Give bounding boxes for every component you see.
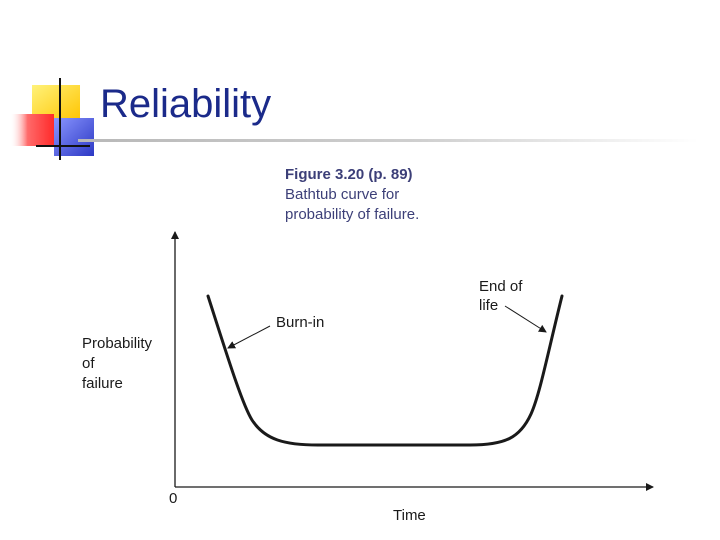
y-axis-label-line-1: Probability — [82, 335, 153, 352]
figure-number: Figure 3.20 (p. 89) — [285, 166, 413, 183]
figure-caption-line-1: Bathtub curve for — [285, 186, 400, 203]
origin-label: 0 — [169, 490, 177, 507]
end-of-life-label-line-2: life — [479, 297, 498, 314]
slide-logo-icon — [10, 78, 94, 160]
bathtub-curve — [206, 294, 564, 447]
end-of-life-label-line-1: End of — [479, 278, 523, 295]
title-divider — [78, 139, 698, 142]
y-axis-label-line-2: of — [82, 355, 95, 372]
figure-caption-line-2: probability of failure. — [285, 206, 420, 223]
slide-title: Reliability — [100, 82, 272, 126]
x-axis-label: Time — [393, 507, 426, 524]
y-axis-label-line-3: failure — [82, 375, 123, 392]
end-of-life-leader — [504, 305, 547, 333]
burn-in-leader — [227, 325, 271, 349]
burn-in-label: Burn-in — [276, 314, 324, 331]
figure-caption: Figure 3.20 (p. 89) Bathtub curve for pr… — [285, 165, 419, 225]
